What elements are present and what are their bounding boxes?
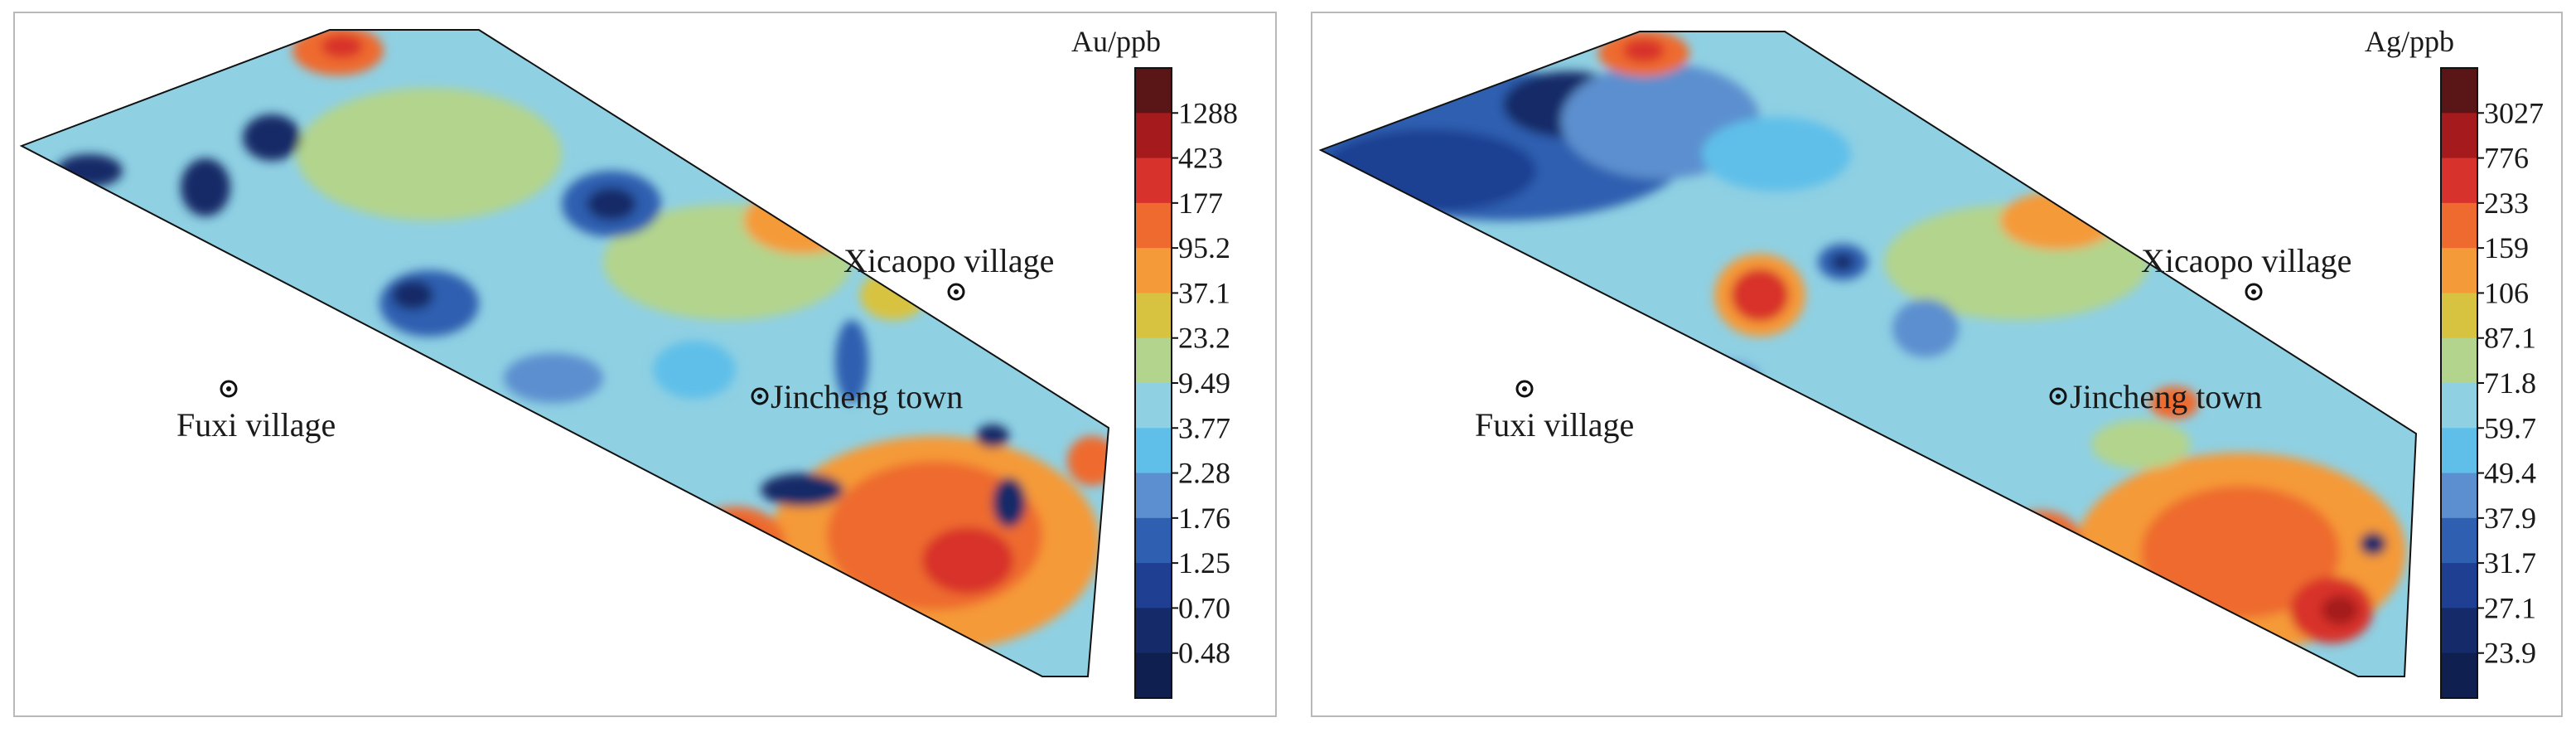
ag-legend-swatch (2441, 337, 2477, 384)
au-fuxi-marker (220, 380, 238, 398)
ag-xicaopo-marker (2245, 283, 2263, 301)
ag-legend-value: 23.9 (2484, 637, 2536, 670)
au-legend-value: 1.76 (1178, 502, 1230, 535)
au-legend-swatch (1135, 473, 1172, 519)
au-legend-value: 9.49 (1178, 366, 1230, 400)
ag-legend-value: 3027 (2484, 96, 2544, 129)
ag-legend-value: 49.4 (2484, 457, 2536, 490)
ag-legend-swatch (2441, 428, 2477, 474)
ag-anomaly-field (1321, 32, 2416, 676)
au-anomaly-field (22, 30, 1109, 676)
ag-legend-value: 87.1 (2484, 322, 2536, 355)
ag-fuxi-marker (1515, 380, 1534, 398)
ag-legend-value: 106 (2484, 276, 2529, 309)
ag-contour-map: Xicaopo village Fuxi village Jincheng to… (1318, 25, 2544, 699)
au-legend-value: 3.77 (1178, 411, 1230, 444)
ag-fuxi-label: Fuxi village (1475, 406, 1634, 444)
au-legend-swatch (1135, 113, 1172, 159)
au-legend-value: 2.28 (1178, 457, 1230, 490)
ag-legend-value: 37.9 (2484, 502, 2536, 535)
ag-legend-swatch (2441, 608, 2477, 654)
au-legend-swatch (1135, 68, 1172, 114)
au-color-legend: 1288 423 177 95.2 37.1 23.2 9.49 3.77 2.28 1.76 1.… (1134, 67, 1238, 699)
au-legend-value: 423 (1178, 142, 1223, 175)
ag-legend-value: 233 (2484, 187, 2529, 220)
ag-legend-swatch (2441, 113, 2477, 159)
au-legend-swatch (1135, 248, 1172, 293)
ag-legend-swatch (2441, 473, 2477, 519)
au-legend-swatch (1135, 428, 1172, 474)
au-legend-swatch (1135, 383, 1172, 429)
ag-legend-value: 776 (2484, 142, 2529, 175)
ag-jincheng-marker (2049, 387, 2067, 405)
ag-legend-swatch (2441, 248, 2477, 293)
au-jincheng-label: Jincheng town (771, 378, 963, 415)
au-legend-value: 177 (1178, 187, 1223, 220)
ag-legend-swatch (2441, 563, 2477, 609)
ag-legend-swatch (2441, 383, 2477, 429)
au-legend-title: Au/ppb (1071, 25, 1161, 58)
au-fuxi-label: Fuxi village (176, 406, 336, 444)
au-legend-swatch (1135, 158, 1172, 204)
ag-map-panel: Xicaopo village Fuxi village Jincheng to… (1311, 12, 2563, 717)
ag-legend-swatch (2441, 293, 2477, 339)
au-xicaopo-marker (947, 283, 965, 301)
ag-legend-swatch (2441, 652, 2477, 699)
au-legend-swatch (1135, 652, 1172, 699)
au-xicaopo-label: Xicaopo village (843, 242, 1054, 279)
au-legend-value: 95.2 (1178, 231, 1230, 264)
ag-legend-value: 159 (2484, 231, 2529, 264)
ag-legend-swatch (2441, 68, 2477, 114)
ag-color-legend: 3027 776 233 159 106 87.1 71.8 59.7 49.4 37.9 31.7… (2440, 67, 2544, 699)
au-legend-value: 0.48 (1178, 637, 1230, 670)
au-contour-map: Xicaopo village Fuxi village Jincheng to… (19, 25, 1238, 699)
au-legend-value: 23.2 (1178, 322, 1230, 355)
ag-legend-swatch (2441, 517, 2477, 564)
ag-legend-value: 71.8 (2484, 366, 2536, 400)
au-legend-value: 1.25 (1178, 546, 1230, 579)
ag-legend-value: 27.1 (2484, 591, 2536, 624)
au-legend-value: 37.1 (1178, 276, 1230, 309)
au-map-panel: Xicaopo village Fuxi village Jincheng to… (13, 12, 1277, 717)
au-legend-swatch (1135, 517, 1172, 564)
au-legend-value: 1288 (1178, 96, 1238, 129)
ag-xicaopo-label: Xicaopo village (2141, 242, 2351, 279)
au-legend-swatch (1135, 608, 1172, 654)
ag-legend-value: 31.7 (2484, 546, 2536, 579)
ag-legend-title: Ag/ppb (2365, 25, 2454, 58)
ag-legend-swatch (2441, 158, 2477, 204)
au-legend-swatch (1135, 293, 1172, 339)
ag-study-area-outline (1318, 31, 2418, 677)
au-legend-value: 0.70 (1178, 591, 1230, 624)
au-legend-swatch (1135, 337, 1172, 384)
ag-jincheng-label: Jincheng town (2070, 378, 2262, 415)
ag-legend-swatch (2441, 202, 2477, 249)
au-legend-swatch (1135, 563, 1172, 609)
au-jincheng-marker (751, 387, 769, 405)
ag-legend-value: 59.7 (2484, 411, 2536, 444)
au-study-area-outline (19, 29, 1110, 677)
au-legend-swatch (1135, 202, 1172, 249)
